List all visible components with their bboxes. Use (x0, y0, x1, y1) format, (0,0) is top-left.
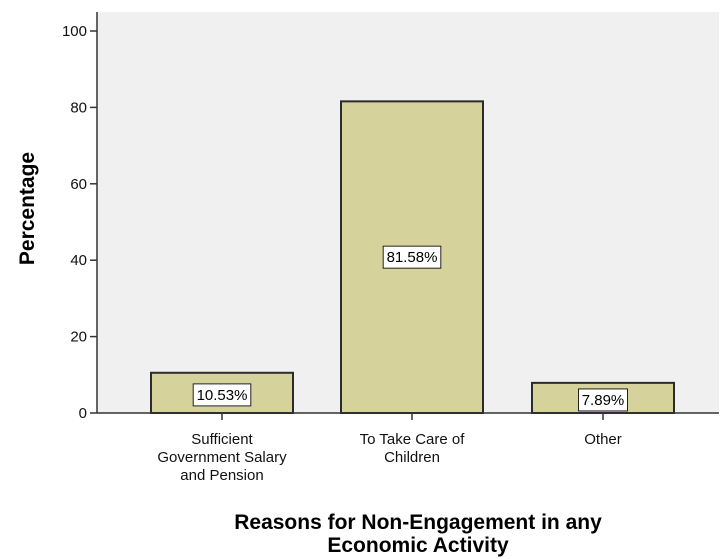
y-tick-label: 40 (70, 252, 87, 269)
data-labels: 10.53% 81.58% 7.89% (192, 245, 628, 412)
data-label: 7.89% (582, 392, 625, 409)
x-category-label-line: Sufficient (191, 431, 253, 448)
x-category-label: Sufficient Government Salary and Pension (157, 431, 287, 484)
x-category-label-line: To Take Care of (360, 431, 466, 448)
x-axis-title-line: Reasons for Non-Engagement in any (234, 511, 602, 534)
x-category-label-line: Children (384, 449, 440, 466)
data-label-box (382, 245, 442, 269)
y-tick-label: 0 (79, 405, 87, 422)
x-axis-title-line: Economic Activity (327, 534, 509, 557)
x-category-label: Other (584, 431, 622, 448)
y-tick-label: 80 (70, 99, 87, 116)
y-tick-label: 60 (70, 176, 87, 193)
data-label: 81.58% (387, 249, 438, 266)
y-axis-ticks: 0 20 40 60 80 100 (62, 23, 97, 422)
x-category-label-line: Other (584, 431, 622, 448)
x-category-label: To Take Care of Children (360, 431, 466, 466)
x-axis-title: Reasons for Non-Engagement in any Economi… (234, 511, 602, 557)
y-tick-label: 20 (70, 329, 87, 346)
data-label-box (578, 388, 628, 412)
data-label: 10.53% (197, 387, 248, 404)
data-label-box (192, 383, 252, 407)
y-tick-label: 100 (62, 23, 87, 40)
x-category-label-line: and Pension (180, 467, 263, 484)
x-axis-categories: Sufficient Government Salary and Pension To… (157, 413, 622, 484)
y-axis-title: Percentage (16, 152, 39, 265)
x-category-label-line: Government Salary (157, 449, 287, 466)
